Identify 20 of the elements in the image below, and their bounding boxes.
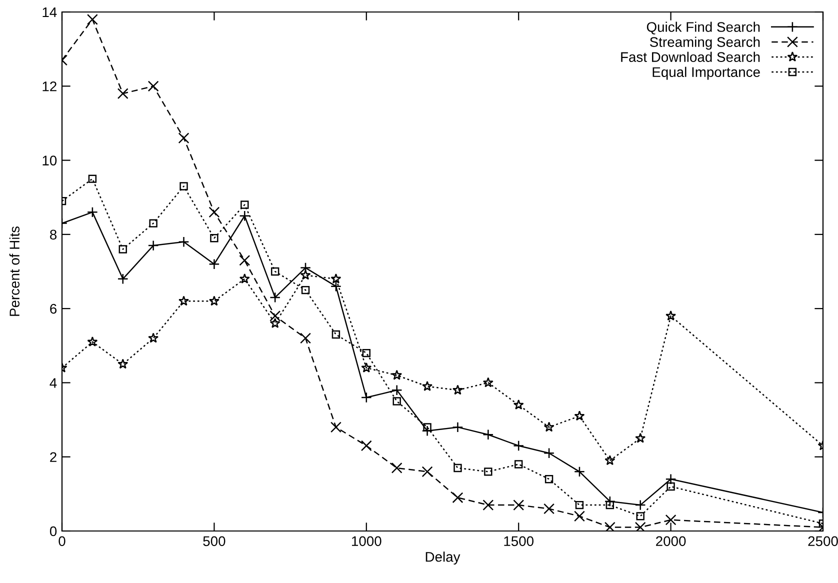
legend-label: Streaming Search (650, 36, 760, 50)
y-tick-label: 10 (42, 156, 57, 166)
legend-label: Quick Find Search (646, 22, 760, 34)
y-tick-label: 2 (50, 452, 56, 462)
x-tick-label: 500 (203, 536, 226, 546)
legend-label: Fast Download Search (621, 52, 760, 62)
legend-label: Equal Importance (652, 66, 760, 80)
y-tick-label: 0 (50, 526, 57, 536)
y-tick-label: 8 (50, 230, 57, 240)
y-tick-label: 14 (42, 7, 57, 18)
x-tick-label: 2000 (656, 536, 686, 546)
x-axis-title: Delay (426, 552, 460, 565)
x-tick-label: 2500 (808, 536, 838, 546)
y-axis-title: Percent of Hits (9, 226, 20, 316)
x-tick-label: 1500 (504, 536, 534, 546)
y-tick-label: 4 (50, 378, 57, 388)
x-tick-label: 1000 (352, 536, 382, 546)
x-tick-label: 0 (58, 536, 66, 546)
y-tick-label: 12 (42, 81, 56, 92)
y-tick-label: 6 (50, 304, 57, 314)
